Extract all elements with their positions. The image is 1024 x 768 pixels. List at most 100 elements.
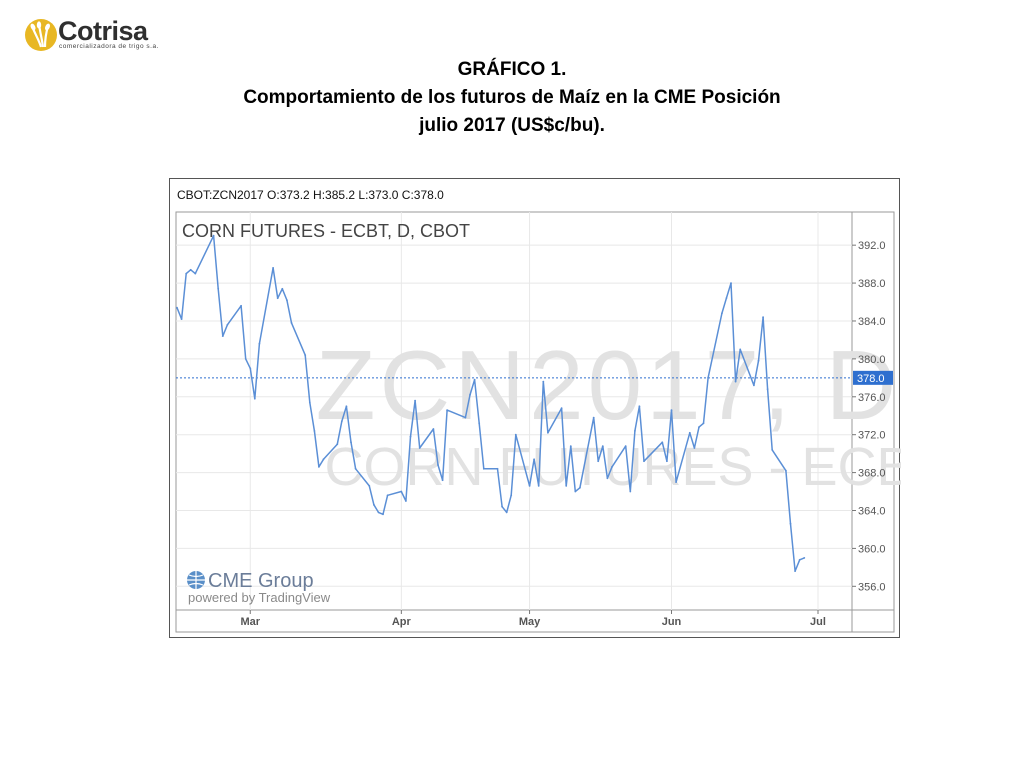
data-point <box>661 441 664 444</box>
caption-line-2: Comportamiento de los futuros de Maíz en… <box>243 87 781 108</box>
x-tick-label: Mar <box>240 616 260 628</box>
data-point <box>739 348 742 351</box>
data-point <box>785 469 787 472</box>
data-point <box>469 394 471 396</box>
x-tick-label: Jun <box>662 616 682 628</box>
data-point <box>803 557 806 559</box>
data-point <box>185 272 188 275</box>
data-point <box>629 490 632 493</box>
data-point <box>482 467 485 470</box>
data-point <box>473 378 476 381</box>
data-point <box>730 282 732 284</box>
data-point <box>240 304 242 307</box>
data-point <box>194 272 197 275</box>
y-tick-label: 364.0 <box>858 506 886 518</box>
data-point <box>368 485 371 487</box>
data-point <box>221 335 224 337</box>
cme-group-brand: CME Group powered by TradingView <box>187 570 331 605</box>
data-point <box>386 494 389 497</box>
data-point <box>212 234 215 237</box>
data-point <box>441 479 444 482</box>
plot-border <box>175 211 895 633</box>
data-point <box>514 433 517 436</box>
data-point <box>601 445 604 447</box>
caption-line-3: julio 2017 (US$c/bu). <box>419 115 605 136</box>
data-point <box>318 466 320 468</box>
x-tick-label: Apr <box>392 616 412 628</box>
cotrisa-logo: Cotrisa comercializadora de trigo s.a. <box>24 16 164 54</box>
y-tick-label: 376.0 <box>858 392 886 404</box>
data-point <box>437 464 439 466</box>
data-point <box>721 312 723 315</box>
data-point <box>537 485 540 487</box>
data-point <box>418 447 421 449</box>
logo-brand-text: Cotrisa <box>58 16 148 46</box>
data-point <box>794 570 796 572</box>
data-point <box>579 486 581 489</box>
data-point <box>176 306 178 309</box>
data-point <box>762 316 764 319</box>
data-point <box>634 430 636 432</box>
data-point <box>501 505 503 508</box>
data-point <box>409 435 412 438</box>
powered-by-text: powered by TradingView <box>188 590 331 605</box>
chart-frame: CBOT:ZCN2017 O:373.2 H:385.2 L:373.0 C:3… <box>169 178 901 638</box>
y-tick-label: 356.0 <box>858 581 886 593</box>
data-point <box>400 490 403 493</box>
last-price-badge-bg <box>853 370 893 385</box>
data-point <box>574 490 577 493</box>
data-point <box>340 420 343 423</box>
data-point <box>354 467 357 470</box>
caption-line-1: GRÁFICO 1. <box>457 59 567 80</box>
y-tick-label: 360.0 <box>858 543 886 555</box>
data-point <box>217 287 220 290</box>
data-point <box>533 458 535 461</box>
data-point <box>478 422 481 425</box>
data-point <box>702 422 705 425</box>
data-point <box>666 460 668 463</box>
data-point <box>688 431 691 434</box>
data-point <box>308 401 311 404</box>
cme-brand-text: CME Group <box>208 570 314 592</box>
data-point <box>757 359 760 362</box>
figure-caption: GRÁFICO 1. Comportamiento de los futuros… <box>180 56 844 140</box>
data-point <box>542 380 545 383</box>
data-point <box>345 405 348 408</box>
data-point <box>771 449 774 451</box>
data-point <box>510 494 513 497</box>
x-tick-label: May <box>519 616 541 628</box>
data-point <box>322 458 325 461</box>
data-point <box>592 416 595 419</box>
data-point <box>377 511 380 514</box>
last-price-badge: 378.0 <box>853 370 893 385</box>
data-point <box>382 513 384 516</box>
data-point <box>272 267 274 269</box>
data-point <box>432 428 435 430</box>
data-point <box>670 409 673 411</box>
data-point <box>304 354 307 356</box>
data-point <box>693 447 696 449</box>
data-point <box>464 416 467 419</box>
data-point <box>281 287 284 290</box>
price-chart: CBOT:ZCN2017 O:373.2 H:385.2 L:373.0 C:3… <box>175 188 901 633</box>
data-point <box>643 460 645 463</box>
data-point <box>276 297 279 300</box>
data-point <box>373 503 375 506</box>
data-point <box>350 441 352 444</box>
data-point <box>180 318 183 320</box>
data-point <box>226 323 229 326</box>
data-point <box>734 380 737 383</box>
data-point <box>753 384 755 387</box>
series-points <box>176 234 806 572</box>
y-tick-label: 380.0 <box>858 354 886 366</box>
price-axis-ticks: 356.0 360.0 364.0 368.0 372.0 376.0 380.0 384.0… <box>852 240 886 593</box>
data-point <box>565 485 568 487</box>
wheat-logo-icon <box>25 19 57 51</box>
data-point <box>253 397 256 400</box>
data-point <box>286 299 288 301</box>
data-point <box>244 358 247 360</box>
data-point <box>766 388 769 391</box>
data-point <box>789 522 792 525</box>
data-point <box>560 407 563 410</box>
data-point <box>313 430 316 432</box>
